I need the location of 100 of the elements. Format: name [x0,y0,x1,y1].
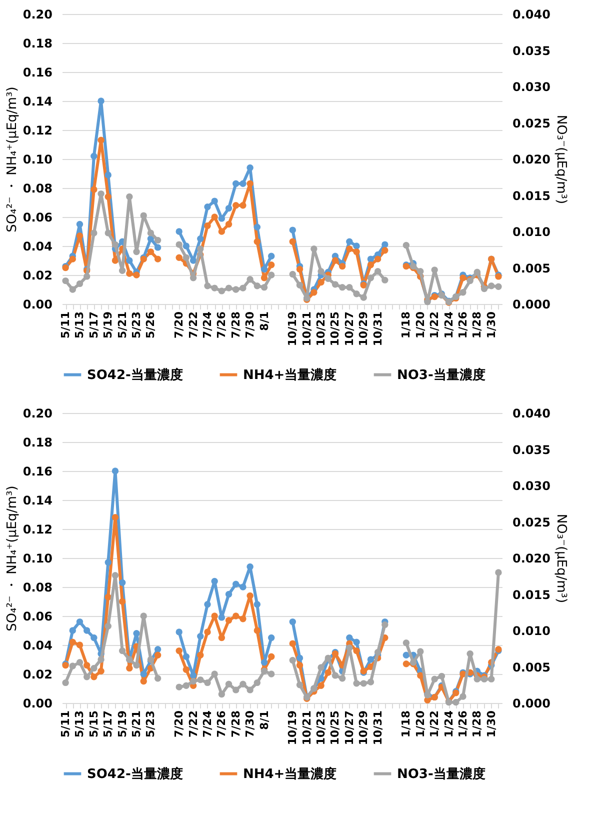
point [289,226,296,234]
point [190,678,197,685]
x-tick-label: 10/29 [357,312,370,346]
point [154,244,162,251]
point [374,256,382,262]
y-tick-label: 0.10 [22,552,52,566]
point [204,222,211,230]
point [382,241,388,248]
point [204,601,211,608]
x-tick-label: 7/28 [229,312,242,338]
point [324,275,332,282]
point [182,653,190,660]
y-axis-title: SO₄²⁻ ・ NH₄⁺(μEq/m³) [4,86,20,232]
point [112,572,119,579]
y2-tick-label: 0.030 [512,80,550,94]
x-tick-label: 1/24 [442,710,456,738]
point [268,653,275,660]
point [225,680,232,688]
point [346,644,353,652]
point [98,656,104,663]
x-tick-label: 10/21 [300,710,314,746]
point [154,256,162,262]
point [240,584,246,590]
point [382,276,388,284]
y2-tick-label: 0.000 [512,298,550,312]
y2-tick-label: 0.010 [512,225,550,239]
x-tick-label: 7/20 [172,311,186,338]
point [182,242,190,250]
point [140,612,147,620]
x-tick-label: 10/19 [286,312,300,346]
point [218,215,226,222]
x-tick-label: 10/23 [314,312,328,346]
point [324,669,332,676]
point [154,236,162,244]
y-axis-title: SO₄²⁻ ・ NH₄⁺(μEq/m³) [4,486,20,632]
point [104,193,112,200]
x-tick-label: 7/26 [215,311,228,338]
point [246,276,254,283]
point [69,286,76,293]
point [232,286,240,293]
point [98,136,104,144]
point [346,246,353,252]
x-tick-label: 5/15 [87,710,100,738]
point [240,202,246,209]
y-tick-label: 0.06 [22,610,52,624]
point [452,698,460,706]
x-tick-label: 5/11 [59,312,72,338]
point [431,676,438,682]
point [225,204,232,212]
point [104,594,112,600]
x-tick-label: 7/24 [200,710,214,738]
point [332,672,339,679]
y-tick-label: 0.00 [22,298,52,312]
point [197,632,204,640]
point [112,241,119,248]
point [431,266,438,274]
point [133,662,140,669]
x-tick-label: 1/18 [400,710,413,738]
point [466,650,474,658]
point [104,559,112,566]
y2-tick-label: 0.005 [512,261,550,276]
point [98,190,104,198]
point [76,659,84,666]
x-tick-label: 7/28 [229,710,242,738]
y-tick-label: 0.20 [22,8,52,22]
point [204,628,211,636]
point [232,180,240,187]
point [332,281,339,288]
x-tick-label: 7/20 [172,710,186,738]
point [268,252,275,260]
point [289,270,296,278]
point [240,180,246,187]
x-tick-label: 1/24 [442,311,456,338]
x-tick-label: 1/28 [470,710,484,738]
point [260,284,268,291]
point [176,684,182,690]
y-tick-label: 0.08 [22,580,52,594]
y2-tick-label: 0.000 [512,696,550,710]
point [118,647,126,654]
x-tick-label: 7/22 [186,312,200,338]
x-tick-label: 1/22 [428,710,442,738]
point [417,648,424,655]
point [254,282,261,290]
point [211,670,218,678]
y-tick-label: 0.12 [22,124,52,138]
y2-tick-label: 0.040 [512,8,550,22]
point [90,664,98,672]
x-tick-label: 1/30 [484,311,498,338]
x-tick-label: 8/1 [258,710,271,730]
point [76,232,84,240]
x-tick-label: 5/13 [73,710,86,738]
point [246,686,254,694]
y-tick-label: 0.18 [22,36,52,50]
x-tick-label: 10/25 [328,312,342,346]
x-tick-label: 5/23 [144,710,158,738]
y2-tick-label: 0.015 [512,588,550,602]
y-tick-label: 0.16 [22,464,52,478]
point [204,204,211,210]
point [147,248,154,256]
point [417,268,424,275]
